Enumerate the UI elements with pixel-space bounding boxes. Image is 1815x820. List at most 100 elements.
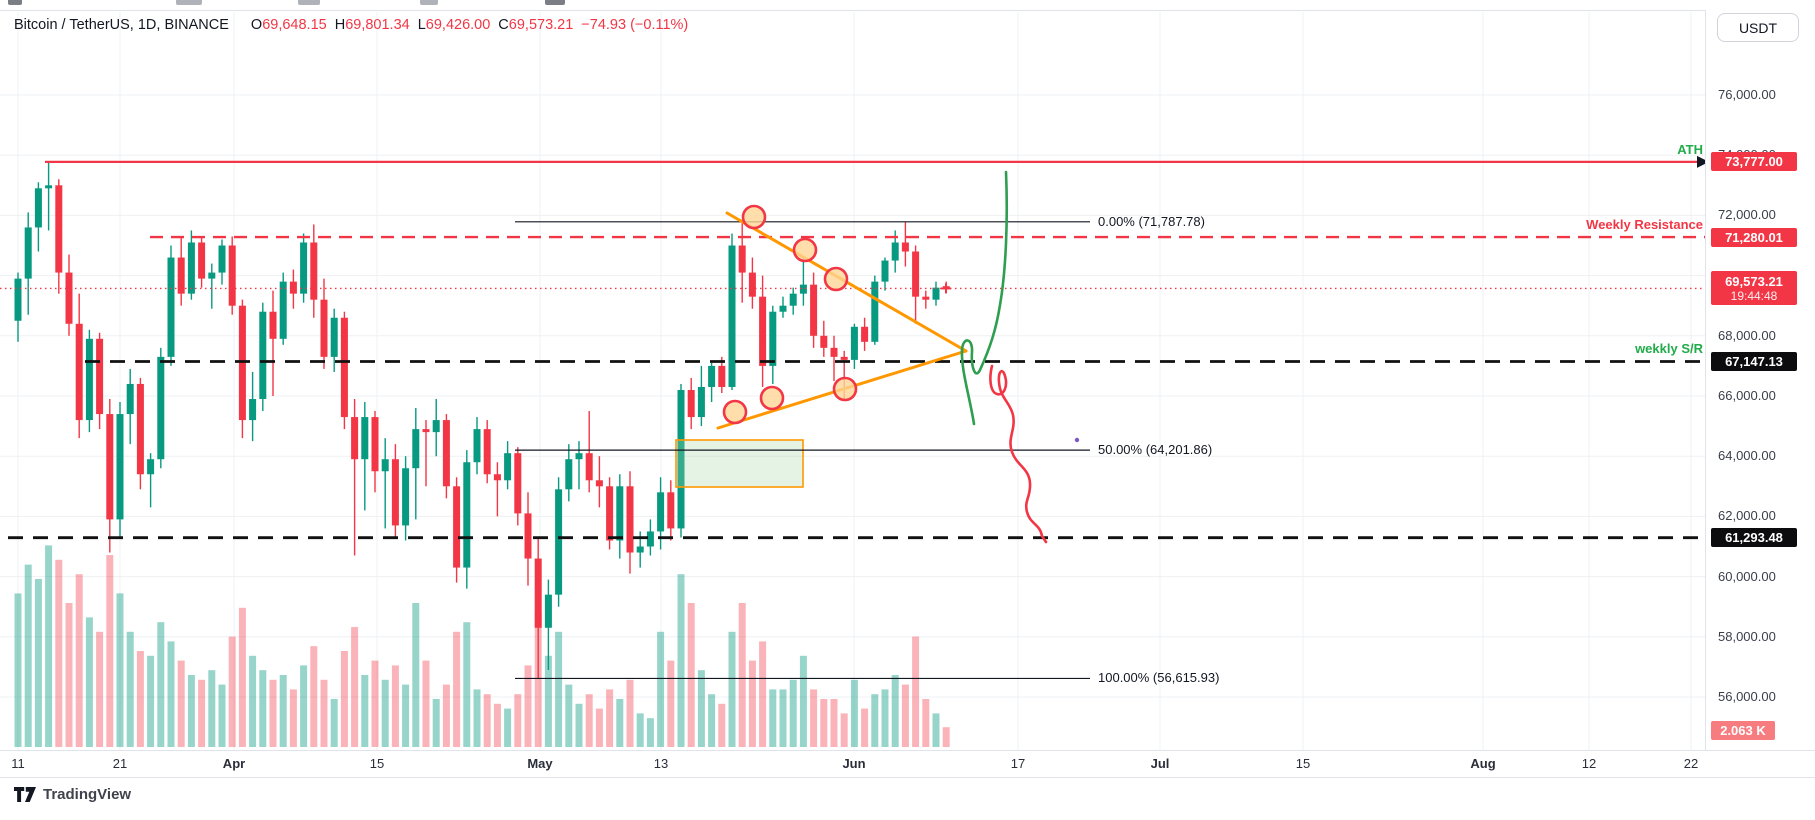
candle-body (697, 386, 705, 418)
cropped-toolbar-icon (8, 0, 22, 5)
candle-body (106, 414, 114, 520)
ath-line-arrow-icon (1697, 155, 1709, 168)
tradingview-brand-text: TradingView (43, 786, 132, 803)
candle-body (759, 296, 767, 366)
touchpoint-circle[interactable] (741, 204, 767, 230)
currency-toggle-button[interactable]: USDT (1717, 13, 1799, 42)
volume-bar (14, 593, 22, 747)
price-axis[interactable]: 76,000.0074,000.0072,000.0070,000.0068,0… (1705, 10, 1815, 776)
volume-bar (330, 699, 338, 747)
volume-bar (381, 679, 389, 747)
volume-bar (585, 694, 593, 747)
candle-body (238, 305, 246, 421)
fib-zone-box[interactable] (675, 439, 804, 488)
high-label: H (334, 17, 346, 33)
candle-body (126, 383, 134, 415)
touchpoint-circle[interactable] (722, 399, 748, 425)
candle-body (646, 531, 654, 547)
time-tick-label: 13 (653, 756, 669, 771)
volume-bar (667, 660, 675, 747)
candle-body (432, 420, 440, 433)
volume-bar (483, 694, 491, 747)
volume-bar (891, 675, 899, 747)
touchpoint-circle[interactable] (792, 237, 818, 263)
volume-bar (55, 559, 63, 747)
volume-bar (34, 579, 42, 747)
time-tick-label: Apr (222, 756, 246, 771)
volume-bar (24, 564, 32, 747)
touchpoint-circle[interactable] (759, 385, 785, 411)
volume-bar (371, 660, 379, 747)
candle-body (891, 242, 899, 261)
candle-body (524, 513, 532, 559)
change-value: −74.93 (−0.11%) (581, 17, 689, 33)
candle-body (850, 326, 858, 360)
bullish-projection-curve[interactable] (960, 170, 1009, 426)
low-label: L (417, 17, 426, 33)
bearish-projection-curve[interactable] (989, 364, 1048, 544)
volume-bar (259, 670, 267, 747)
touchpoint-circle[interactable] (823, 266, 849, 292)
volume-bar (646, 718, 654, 747)
candle-body (534, 558, 542, 628)
weekly-sr-label: wekkly S/R (1635, 341, 1703, 357)
candle-body (504, 453, 512, 481)
candle-body (636, 546, 644, 553)
volume-bar (820, 699, 828, 747)
price-tick-label: 58,000.00 (1718, 628, 1776, 644)
volume-bar (830, 699, 838, 747)
price-tick-label: 64,000.00 (1718, 448, 1776, 464)
candle-body (340, 317, 348, 418)
candle-body (616, 486, 624, 541)
candle-body (922, 296, 930, 300)
candle-body (820, 335, 828, 348)
volume-bar (147, 655, 155, 747)
tradingview-attribution[interactable]: TradingView (14, 786, 131, 803)
candle-body (483, 429, 491, 475)
candle-body (606, 486, 614, 541)
volume-bar (167, 641, 175, 747)
candle-body (381, 459, 389, 472)
volume-bar (116, 593, 124, 747)
volume-bar (697, 670, 705, 747)
candle-countdown: 19:44:48 (1730, 288, 1778, 303)
candle-body (840, 356, 848, 360)
volume-bar (269, 679, 277, 747)
fib-level-label: 0.00% (71,787.78) (1098, 213, 1205, 229)
volume-bar (412, 603, 420, 747)
volume-bar (442, 684, 450, 747)
volume-bar (136, 651, 144, 747)
candle-body (361, 417, 369, 460)
low-value: 69,426.00 (425, 17, 491, 33)
time-tick-label: 17 (1010, 756, 1026, 771)
candle-body (391, 459, 399, 526)
volume-bar (126, 631, 134, 747)
time-axis[interactable]: 11 21 Apr 15 May 13 Jun 17 Jul 15 Aug 12 22 (0, 750, 1815, 778)
time-tick-label: 11 (11, 756, 25, 771)
volume-bar (493, 703, 501, 747)
candle-body (769, 311, 777, 366)
volume-bar (473, 689, 481, 747)
cropped-toolbar-icon (298, 0, 320, 5)
cropped-toolbar-strip (0, 0, 1815, 11)
touchpoint-circle[interactable] (832, 376, 858, 402)
volume-bar (238, 607, 246, 747)
time-tick-label: Jul (1150, 756, 1170, 771)
time-tick-label: May (527, 756, 553, 771)
candle-body (708, 365, 716, 387)
candle-body (779, 305, 787, 312)
candle-body (463, 462, 471, 568)
candle-body (330, 317, 338, 357)
volume-bar (65, 603, 73, 747)
volume-bar (932, 713, 940, 747)
candle-body (493, 474, 501, 481)
volume-bar (850, 679, 858, 747)
candle-body (810, 284, 818, 336)
price-chart-canvas[interactable] (0, 10, 1815, 778)
open-value: 69,648.15 (262, 17, 327, 33)
symbol-title[interactable]: Bitcoin / TetherUS, 1D, BINANCE (14, 17, 229, 33)
price-badge-current-price: 69,573.21 19:44:48 (1711, 271, 1797, 306)
volume-bar (524, 665, 532, 747)
price-tick-label: 76,000.00 (1718, 87, 1776, 102)
volume-bar (198, 679, 206, 747)
